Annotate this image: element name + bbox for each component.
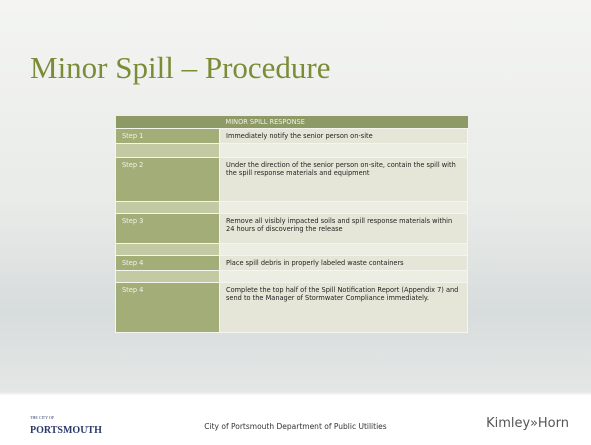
spacer-row [116, 271, 468, 283]
spacer-cell [116, 244, 220, 256]
table-corner [116, 116, 220, 129]
table-heading: MINOR SPILL RESPONSE [220, 116, 468, 129]
step-label: Step 4 [116, 256, 220, 271]
step-label: Step 4 [116, 283, 220, 333]
spacer-cell [220, 271, 468, 283]
spacer-cell [220, 144, 468, 158]
spacer-row [116, 144, 468, 158]
step-text: Immediately notify the senior person on-… [220, 129, 468, 144]
step-text: Remove all visibly impacted soils and sp… [220, 214, 468, 244]
spacer-row [116, 244, 468, 256]
step-text: Under the direction of the senior person… [220, 158, 468, 202]
step-text: Place spill debris in properly labeled w… [220, 256, 468, 271]
spacer-cell [220, 202, 468, 214]
step-text: Complete the top half of the Spill Notif… [220, 283, 468, 333]
spacer-cell [220, 244, 468, 256]
footer: THE CITY OF PORTSMOUTH City of Portsmout… [0, 395, 591, 445]
step-label: Step 1 [116, 129, 220, 144]
spacer-cell [116, 144, 220, 158]
partner-logo: Kimley»Horn [486, 416, 569, 431]
spacer-cell [116, 271, 220, 283]
spacer-cell [116, 202, 220, 214]
logo-small: THE CITY OF [30, 415, 102, 420]
spacer-row [116, 202, 468, 214]
step-label: Step 2 [116, 158, 220, 202]
slide-title: Minor Spill – Procedure [30, 50, 331, 86]
slide: Minor Spill – Procedure MINOR SPILL RESP… [0, 0, 591, 445]
step-label: Step 3 [116, 214, 220, 244]
